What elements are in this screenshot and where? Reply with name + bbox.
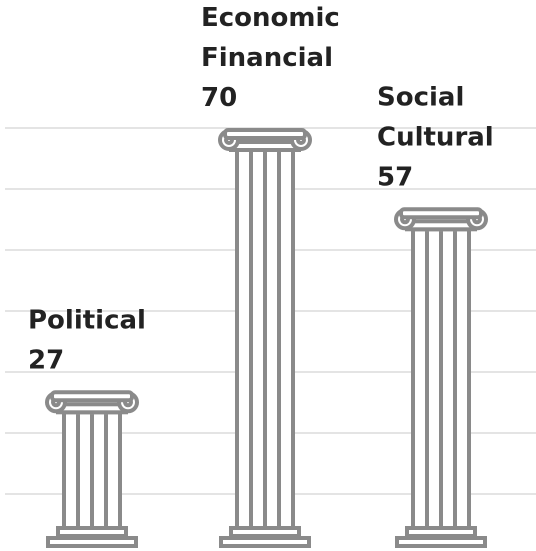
chart: 27 Political 70 Economic Financial 57 Social Cu… [0, 0, 536, 551]
column-abacus [401, 209, 481, 217]
category-label: Political [28, 305, 146, 335]
column-plinth [48, 538, 136, 546]
value-label: 57 [377, 162, 413, 192]
column [220, 130, 310, 546]
column-base [58, 528, 126, 536]
column-abacus [225, 130, 305, 138]
column-base [407, 528, 475, 536]
column [396, 209, 486, 546]
category-label: Cultural [377, 122, 494, 152]
column [47, 392, 137, 546]
category-label: Economic [201, 3, 340, 33]
value-label: 70 [201, 83, 237, 113]
value-label: 27 [28, 345, 64, 375]
column-neck [407, 221, 475, 229]
category-label: Social [377, 82, 464, 112]
column-abacus [52, 392, 132, 400]
column-plinth [221, 538, 309, 546]
column-neck [58, 404, 126, 412]
column-base [231, 528, 299, 536]
column-neck [231, 142, 299, 150]
column-plinth [397, 538, 485, 546]
category-label: Financial [201, 43, 333, 73]
